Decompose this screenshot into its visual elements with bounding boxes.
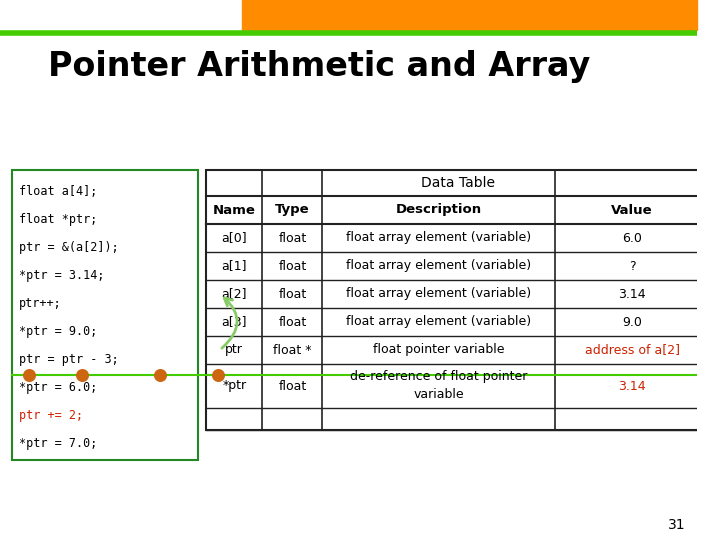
Text: *ptr: *ptr (222, 380, 246, 393)
Text: Value: Value (611, 204, 653, 217)
Text: de-reference of float pointer: de-reference of float pointer (350, 370, 527, 383)
Text: ?: ? (629, 260, 636, 273)
Text: address of a[2]: address of a[2] (585, 343, 680, 356)
Text: ptr: ptr (225, 343, 243, 356)
Text: ptr = &(a[2]);: ptr = &(a[2]); (19, 241, 119, 254)
Text: float array element (variable): float array element (variable) (346, 232, 531, 245)
Text: 3.14: 3.14 (618, 287, 646, 300)
Text: float pointer variable: float pointer variable (373, 343, 504, 356)
Text: ptr = ptr - 3;: ptr = ptr - 3; (19, 353, 119, 366)
Text: float: float (278, 287, 307, 300)
Point (76, 370, 88, 379)
Text: float *: float * (273, 343, 312, 356)
Text: *ptr = 9.0;: *ptr = 9.0; (19, 325, 98, 338)
Point (23, 370, 35, 379)
Text: float: float (278, 315, 307, 328)
Bar (242, 0, 697, 30)
Text: float *ptr;: float *ptr; (19, 213, 98, 226)
Text: Name: Name (213, 204, 256, 217)
Text: float: float (278, 260, 307, 273)
Text: a[2]: a[2] (222, 287, 247, 300)
Text: float array element (variable): float array element (variable) (346, 260, 531, 273)
Text: float array element (variable): float array element (variable) (346, 315, 531, 328)
Text: *ptr = 6.0;: *ptr = 6.0; (19, 381, 98, 394)
Point (154, 370, 166, 379)
Text: 31: 31 (667, 518, 685, 532)
Text: float a[4];: float a[4]; (19, 185, 98, 198)
Point (212, 370, 224, 379)
Text: Description: Description (395, 204, 482, 217)
Text: a[3]: a[3] (222, 315, 247, 328)
Text: Type: Type (275, 204, 310, 217)
Text: float: float (278, 232, 307, 245)
Text: float array element (variable): float array element (variable) (346, 287, 531, 300)
Text: a[0]: a[0] (222, 232, 247, 245)
Text: *ptr = 3.14;: *ptr = 3.14; (19, 269, 105, 282)
Text: Data Table: Data Table (421, 176, 495, 190)
Text: Pointer Arithmetic and Array: Pointer Arithmetic and Array (48, 50, 590, 83)
Text: *ptr = 7.0;: *ptr = 7.0; (19, 437, 98, 450)
Bar (206, 170, 710, 430)
Text: 6.0: 6.0 (622, 232, 642, 245)
Text: 3.14: 3.14 (618, 380, 646, 393)
Bar (12, 170, 199, 460)
Text: a[1]: a[1] (222, 260, 247, 273)
Text: 9.0: 9.0 (622, 315, 642, 328)
Text: float: float (278, 380, 307, 393)
Text: ptr++;: ptr++; (19, 297, 62, 310)
Text: ptr += 2;: ptr += 2; (19, 409, 84, 422)
Text: variable: variable (413, 388, 464, 401)
